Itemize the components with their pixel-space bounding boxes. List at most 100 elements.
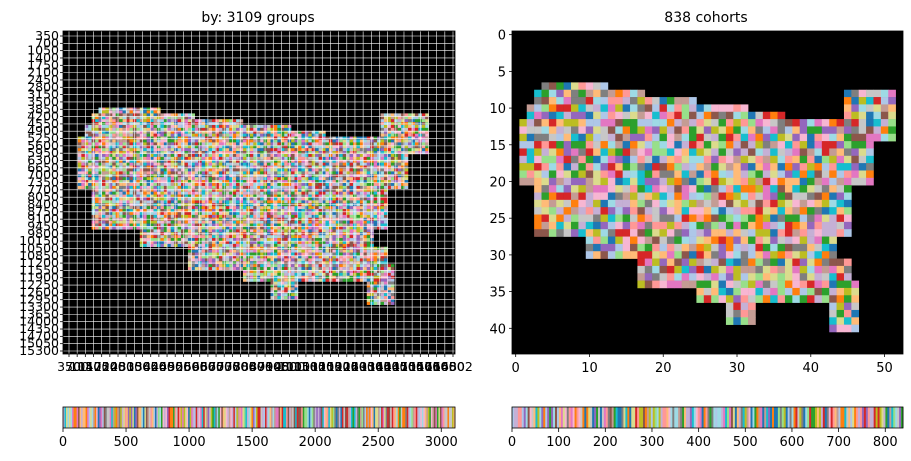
group-cell xyxy=(181,180,185,184)
group-cell xyxy=(194,171,199,175)
group-cell xyxy=(249,240,254,245)
group-cell xyxy=(101,185,106,189)
group-cell xyxy=(394,171,398,175)
group-cell xyxy=(308,182,312,187)
group-cell xyxy=(270,194,275,198)
group-cell xyxy=(267,238,271,242)
group-cell xyxy=(239,127,244,131)
group-cell xyxy=(77,171,82,175)
group-cell xyxy=(311,168,316,172)
group-cell xyxy=(370,269,374,274)
cohort-cell xyxy=(585,82,594,91)
group-cell xyxy=(215,124,220,129)
group-cell xyxy=(187,209,192,213)
group-cell xyxy=(325,249,330,253)
group-cell xyxy=(270,148,275,152)
group-cell xyxy=(280,267,285,271)
group-cell xyxy=(150,116,154,120)
group-cell xyxy=(198,136,202,140)
group-cell xyxy=(170,223,175,227)
group-cell xyxy=(370,191,374,195)
group-cell xyxy=(311,269,316,274)
group-cell xyxy=(225,214,230,218)
group-cell xyxy=(332,191,337,195)
group-cell xyxy=(342,174,347,178)
group-cell xyxy=(291,197,295,201)
group-cell xyxy=(273,264,278,268)
group-cell xyxy=(187,174,192,178)
group-cell xyxy=(346,258,350,262)
group-cell xyxy=(153,168,158,172)
group-cell xyxy=(284,197,288,201)
group-cell xyxy=(187,206,192,210)
x-tick-label: 4900 xyxy=(159,359,191,374)
group-cell xyxy=(232,142,237,146)
group-cell xyxy=(315,148,319,152)
group-cell xyxy=(246,159,251,163)
group-cell xyxy=(198,145,202,149)
group-cell xyxy=(119,203,123,207)
group-cell xyxy=(366,220,371,224)
group-cell xyxy=(184,226,189,230)
group-cell xyxy=(205,206,209,210)
group-cell xyxy=(187,119,192,123)
group-cell xyxy=(146,153,151,158)
group-cell xyxy=(215,238,220,242)
group-cell xyxy=(208,165,213,169)
group-cell xyxy=(304,200,309,204)
group-cell xyxy=(150,223,154,227)
group-cell xyxy=(129,168,134,172)
group-cell xyxy=(201,145,206,149)
group-cell xyxy=(356,238,361,242)
group-cell xyxy=(380,197,385,201)
group-cell xyxy=(249,165,254,169)
y-tick-label: 4550 xyxy=(27,116,59,131)
group-cell xyxy=(383,226,388,230)
group-cell xyxy=(311,211,316,216)
group-cell xyxy=(311,200,316,204)
group-cell xyxy=(212,182,216,187)
group-cell xyxy=(208,258,213,262)
group-cell xyxy=(383,290,388,294)
group-cell xyxy=(98,159,103,163)
group-cell xyxy=(322,165,326,169)
group-cell xyxy=(370,281,374,285)
group-cell xyxy=(421,130,426,134)
group-cell xyxy=(383,252,388,256)
group-cell xyxy=(280,296,285,300)
group-cell xyxy=(322,133,326,137)
group-cell xyxy=(105,203,110,207)
group-cell xyxy=(108,124,113,129)
group-cell xyxy=(325,206,330,210)
group-cell xyxy=(246,220,251,224)
group-cell xyxy=(218,145,223,149)
group-cell xyxy=(370,203,374,207)
group-cell xyxy=(218,249,223,253)
group-cell xyxy=(194,119,199,123)
group-cell xyxy=(143,200,147,204)
group-cell xyxy=(232,174,237,178)
group-cell xyxy=(139,151,144,155)
group-cell xyxy=(356,139,361,143)
group-cell xyxy=(294,174,299,178)
group-cell xyxy=(366,214,371,218)
group-cell xyxy=(105,130,110,134)
group-cell xyxy=(126,177,130,181)
group-cell xyxy=(325,258,330,262)
group-cell xyxy=(425,130,429,134)
group-cell xyxy=(174,113,178,117)
group-cell xyxy=(150,148,154,152)
group-cell xyxy=(260,240,264,245)
group-cell xyxy=(205,182,209,187)
group-cell xyxy=(136,191,140,195)
group-cell xyxy=(356,171,361,175)
group-cell xyxy=(201,177,206,181)
group-cell xyxy=(170,182,175,187)
group-cell xyxy=(297,182,302,187)
group-cell xyxy=(267,197,271,201)
x-tick-label: 10850 xyxy=(294,359,334,374)
group-cell xyxy=(132,127,137,131)
group-cell xyxy=(359,272,364,276)
group-cell xyxy=(387,113,392,117)
group-cell xyxy=(139,180,144,184)
